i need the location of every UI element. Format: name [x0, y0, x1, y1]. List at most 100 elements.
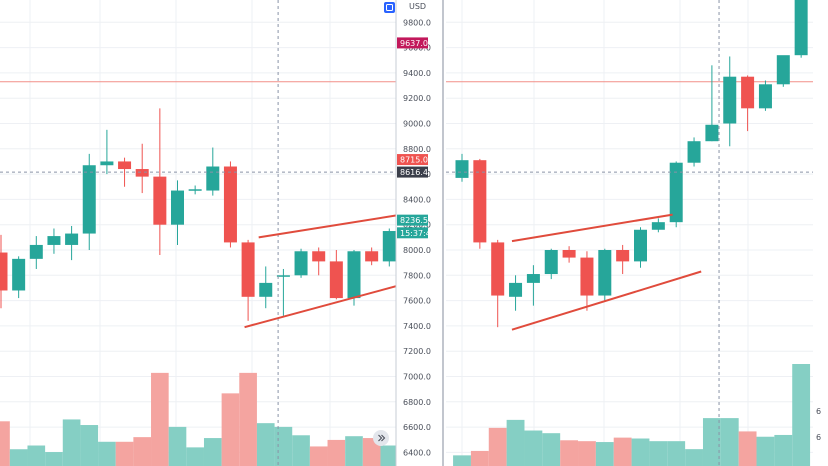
volume-bar [631, 438, 650, 466]
candle-body [616, 250, 630, 262]
volume-bar [309, 446, 328, 466]
candle-body [741, 76, 755, 109]
candle-body [171, 190, 184, 225]
price-tag [397, 214, 428, 226]
volume-bar [256, 423, 275, 466]
volume-bar [774, 434, 793, 466]
price-tick-label: 8800.0 [403, 145, 431, 154]
volume-bar [239, 372, 257, 466]
price-tick-label: 7800.0 [403, 271, 431, 280]
price-tick-label: 9800.0 [403, 18, 431, 27]
volume-bar [649, 441, 668, 466]
price-tick-label: 7000.0 [403, 373, 431, 382]
volume-bar [667, 441, 686, 466]
volume-bar [62, 419, 81, 466]
volume-bar [168, 426, 187, 466]
volume-bar [470, 450, 489, 466]
volume-bar [45, 452, 63, 466]
price-tick-label: 6800.0 [403, 398, 431, 407]
volume-bar [595, 442, 614, 466]
scroll-right-icon[interactable] [373, 430, 389, 446]
price-tags: 9637.0 8715.0 8616.4 8236.5 15:37:44 [397, 37, 436, 239]
price-tag [397, 166, 428, 178]
settings-icon[interactable] [384, 2, 395, 13]
candle-body [100, 161, 114, 166]
volume-bar [756, 436, 775, 466]
price-tick-label: 7200.0 [403, 347, 431, 356]
candle-body [758, 84, 772, 109]
candle-body [723, 76, 737, 124]
volume-bar [80, 425, 99, 466]
candle-body [705, 124, 719, 142]
volume-bar [186, 447, 204, 466]
candle-body [382, 231, 396, 262]
right-panel-edge: 6 6 [813, 0, 828, 466]
price-tag [397, 227, 428, 239]
candle-body [82, 165, 96, 234]
candle-body [562, 250, 576, 258]
volume-bar [578, 441, 596, 466]
candle-body [455, 160, 469, 178]
candle-body [294, 251, 308, 276]
volume-bar [362, 438, 381, 466]
candle-body [687, 141, 701, 163]
volume-bar [115, 441, 134, 466]
candle-body [312, 251, 326, 262]
candle-body [0, 252, 8, 291]
price-tag-label: 15:37:44 [400, 229, 436, 238]
volume-bar [345, 436, 363, 466]
candle-body [135, 169, 149, 177]
volume-bar [133, 437, 152, 466]
trendline [511, 213, 673, 243]
candle-body [347, 251, 361, 299]
trendline [258, 211, 418, 239]
volume-bar [0, 421, 10, 466]
candle-body [223, 166, 237, 243]
volume-bar [98, 441, 116, 466]
price-tick-label: 9400.0 [403, 69, 431, 78]
volume-bar [292, 435, 310, 466]
price-tag [397, 37, 428, 49]
volume-bar [203, 438, 222, 466]
volume-bar [702, 418, 721, 466]
price-tick-label: 6400.0 [403, 448, 431, 457]
candle-body [259, 282, 273, 297]
candle-body [669, 162, 683, 223]
volume-bar [453, 455, 471, 466]
volume-bar [506, 419, 525, 466]
price-tick-label: 9000.0 [403, 120, 431, 129]
candle-body [794, 0, 808, 56]
volume-bar [685, 449, 703, 466]
candle-body [491, 242, 505, 296]
volume-bar [488, 427, 507, 466]
volume-bar [27, 445, 46, 466]
candle-body [509, 282, 523, 297]
price-tick-label: 8000.0 [403, 246, 431, 255]
volume-bar [151, 372, 169, 466]
price-tick-label: 8400.0 [403, 195, 431, 204]
candle-body [29, 244, 43, 259]
candle-body [598, 250, 612, 296]
price-tag-label: 8236.5 [400, 216, 428, 225]
currency-label: USD [409, 2, 426, 11]
candle-body [526, 274, 540, 283]
candle-body [776, 55, 790, 85]
volume-bar [720, 418, 739, 466]
volume-bar [524, 430, 543, 466]
volume-bar [738, 431, 757, 466]
candle-body [188, 189, 202, 191]
volume-bars [0, 364, 811, 466]
candle-body [580, 257, 594, 296]
candle-body [153, 176, 167, 225]
price-tick-label: 6600.0 [403, 423, 431, 432]
price-tag [397, 154, 428, 166]
volume-bar [380, 445, 399, 466]
trendline [244, 279, 418, 329]
candle-body [241, 242, 255, 297]
candle-body [118, 161, 132, 170]
volume-bar [9, 449, 28, 466]
price-tick-label: 7400.0 [403, 322, 431, 331]
candle-body [12, 258, 26, 291]
